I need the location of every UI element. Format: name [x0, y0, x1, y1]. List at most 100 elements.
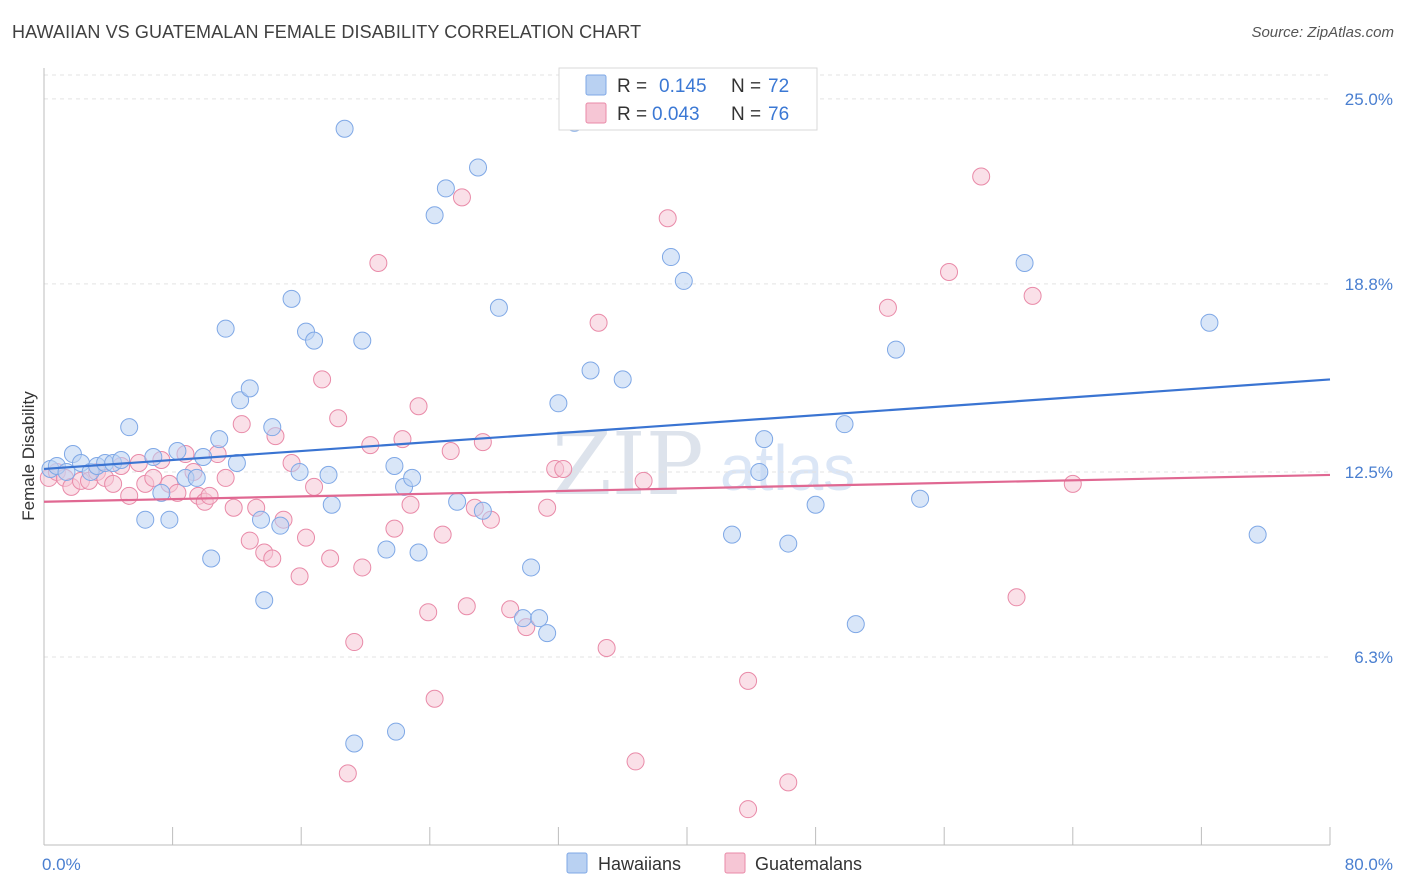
legend-n-value-guatemalans: 76	[768, 104, 789, 125]
hawaiians-point	[271, 516, 290, 535]
guatemalans-point	[452, 188, 471, 207]
hawaiians-point	[436, 179, 455, 198]
hawaiians-point	[674, 271, 693, 290]
legend-r-label-hawaiians: R =	[617, 76, 647, 97]
guatemalans-point	[224, 498, 243, 517]
guatemalans-point	[216, 468, 235, 487]
hawaiians-point	[806, 495, 825, 514]
y-tick-labels: 6.3% 12.5% 18.8% 25.0%	[1345, 90, 1393, 667]
guatemalans-point	[501, 600, 520, 619]
series-legend-swatch-hawaiians	[566, 852, 588, 874]
hawaiians-point	[911, 489, 930, 508]
y-tick-label: 25.0%	[1345, 90, 1393, 109]
guatemalans-point	[385, 519, 404, 538]
hawaiians-point	[613, 370, 632, 389]
legend-r-label-guatemalans: R =	[617, 104, 647, 125]
guatemalans-point	[353, 558, 372, 577]
guatemalans-point	[329, 409, 348, 428]
source-credit: Source: ZipAtlas.com	[1251, 24, 1394, 41]
guatemalans-point	[232, 415, 251, 434]
guatemalans-point	[208, 445, 227, 464]
guatemalans-point	[538, 498, 557, 517]
series-legend-guatemalans: Guatemalans	[755, 854, 862, 874]
legend-n-label-guatemalans: N =	[731, 104, 761, 125]
hawaiians-point	[353, 331, 372, 350]
guatemalans-point	[144, 468, 163, 487]
guatemalans-point	[313, 370, 332, 389]
y-tick-label: 12.5%	[1345, 463, 1393, 482]
guatemalans-point	[401, 495, 420, 514]
hawaiians-point	[263, 418, 282, 437]
guatemalans-point	[739, 671, 758, 690]
hawaiians-point	[290, 462, 309, 481]
guatemalans-point	[1063, 474, 1082, 493]
hawaiians-point	[425, 206, 444, 225]
hawaiians-point	[322, 495, 341, 514]
series-legend-swatch-guatemalans	[724, 852, 746, 874]
hawaiians-point	[335, 119, 354, 138]
series-legend-hawaiians: Hawaiians	[598, 854, 681, 874]
x-tick-label-min: 0.0%	[42, 855, 81, 874]
hawaiians-point	[282, 289, 301, 308]
hawaiians-point	[755, 430, 774, 449]
guatemalans-point	[345, 633, 364, 652]
hawaiians-point	[255, 591, 274, 610]
hawaiians-point	[168, 442, 187, 461]
guatemalans-point	[369, 254, 388, 273]
guatemalans-point	[626, 752, 645, 771]
legend-swatch-guatemalans	[585, 102, 607, 124]
guatemalans-point	[290, 567, 309, 586]
hawaiians-point	[202, 549, 221, 568]
legend-n-value-hawaiians: 72	[768, 76, 789, 97]
guatemalans-point	[634, 471, 653, 490]
hawaiians-point	[231, 391, 250, 410]
guatemalans-point	[409, 397, 428, 416]
guatemalans-point	[972, 167, 991, 186]
hawaiians-point	[489, 298, 508, 317]
hawaiians-point	[723, 525, 742, 544]
x-tick-labels: 0.0% 80.0%	[42, 855, 1393, 874]
trend-lines	[43, 378, 1331, 503]
guatemalans-point	[200, 486, 219, 505]
guatemalans-point	[658, 209, 677, 228]
axes	[43, 68, 1331, 846]
guatemalans-point	[297, 528, 316, 547]
hawaiians-point	[846, 615, 865, 634]
guatemalans-point	[739, 800, 758, 819]
hawaiians-point	[377, 540, 396, 559]
guatemalans-point	[338, 764, 357, 783]
guatemalans-point	[940, 262, 959, 281]
hawaiians-point	[549, 394, 568, 413]
watermark-atlas: atlas	[720, 432, 855, 504]
guatemalans-point	[1023, 286, 1042, 305]
hawaiians-point	[522, 558, 541, 577]
guatemalans-point	[779, 773, 798, 792]
chart-title: HAWAIIAN VS GUATEMALAN FEMALE DISABILITY…	[12, 22, 642, 42]
stats-legend: R = 0.145 N = 72 R = 0.043 N = 76	[558, 67, 818, 131]
hawaiians-point	[112, 451, 131, 469]
hawaiians-point	[152, 483, 171, 502]
hawaiians-point	[385, 456, 404, 475]
guatemalans-point	[878, 298, 897, 317]
guatemalans-point	[104, 474, 123, 493]
hawaiians-point	[319, 465, 338, 484]
hawaiians-point	[120, 418, 139, 437]
hawaiians-point	[409, 543, 428, 562]
hawaiians-point	[305, 331, 324, 350]
hawaiians-point	[1248, 525, 1267, 544]
guatemalans-point	[473, 433, 492, 452]
hawaiians-point	[345, 734, 364, 753]
hawaiians-trend-line	[43, 378, 1331, 471]
y-tick-label: 18.8%	[1345, 275, 1393, 294]
guatemalans-point	[1007, 588, 1026, 607]
x-tick-label-max: 80.0%	[1345, 855, 1393, 874]
guatemalans-point	[589, 313, 608, 332]
guatemalans-point	[263, 549, 282, 568]
series-legend: Hawaiians Guatemalans	[566, 852, 862, 874]
guatemalans-point	[240, 531, 259, 550]
hawaiians-point	[387, 722, 406, 741]
hawaiians-point	[469, 158, 488, 177]
legend-n-label-hawaiians: N =	[731, 76, 761, 97]
guatemalans-point	[554, 459, 573, 478]
